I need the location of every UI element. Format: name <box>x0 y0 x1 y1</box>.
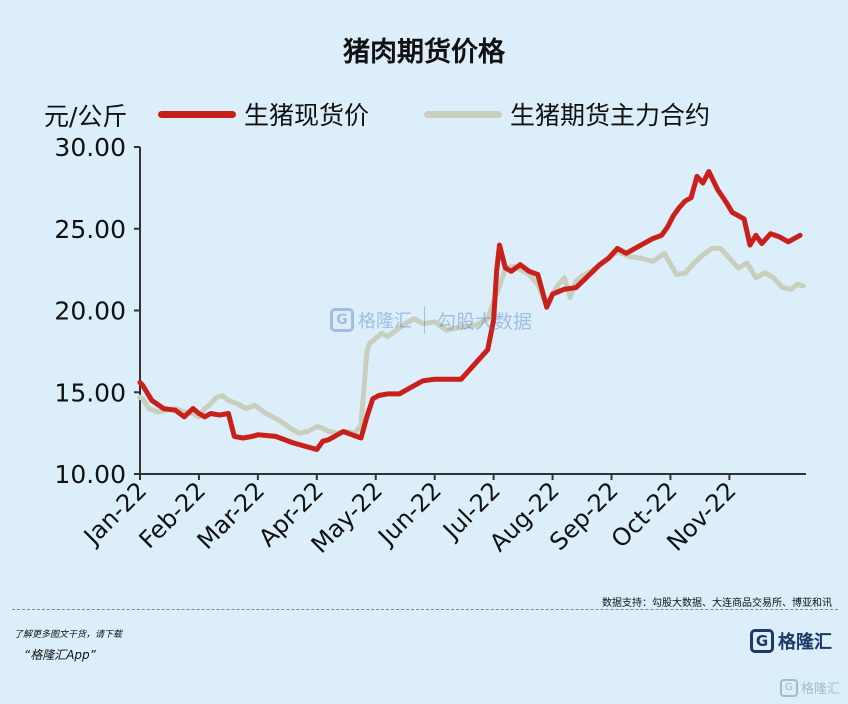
y-tick-labels: 30.00 25.00 20.00 15.00 10.00 <box>54 133 126 489</box>
legend-label-futures: 生猪期货主力合约 <box>510 101 711 130</box>
watermark-sub: 勾股大数据 <box>437 310 533 333</box>
series-line-spot <box>137 169 803 452</box>
watermark-divider <box>424 306 425 334</box>
y-tick-label: 20.00 <box>54 297 126 326</box>
line-chart: 30.00 25.00 20.00 15.00 10.00 Jan-22Feb-22Ma… <box>54 133 806 559</box>
corner-brand: 格隆汇 <box>800 682 840 697</box>
brand-logo: G 格隆汇 <box>750 628 832 654</box>
series-lines <box>137 169 806 452</box>
footer-divider <box>12 609 838 610</box>
x-tick-labels: Jan-22Feb-22Mar-22Apr-22May-22Jun-22Jul-… <box>77 476 741 558</box>
x-tick-label: Mar-22 <box>192 476 270 554</box>
legend-swatch-spot <box>158 110 236 118</box>
chart-title: 猪肉期货价格 <box>343 37 505 68</box>
promo-line-1: 了解更多图文干货，请下载 <box>14 630 123 640</box>
y-tick-label: 25.00 <box>54 215 126 244</box>
y-tick-label: 15.00 <box>54 378 126 407</box>
watermark-brand: 格隆汇 <box>358 311 412 332</box>
brand-g-icon: G <box>750 629 774 653</box>
series-line-futures <box>137 245 806 436</box>
x-tick-label: Jun-22 <box>371 476 446 551</box>
y-tick-label: 30.00 <box>54 133 126 162</box>
watermark: G 格隆汇 勾股大数据 <box>330 306 532 334</box>
data-source: 数据支持：勾股大数据、大连商品交易所、博亚和讯 <box>602 598 832 609</box>
y-tick-label: 10.00 <box>54 460 126 489</box>
brand-name: 格隆汇 <box>778 632 832 653</box>
promo-line-2: “格隆汇App” <box>24 648 96 662</box>
corner-logo-icon: G <box>779 678 798 697</box>
legend-swatch-futures <box>424 110 502 118</box>
chart-axes <box>134 146 806 480</box>
legend-item-spot: 生猪现货价 <box>158 96 369 132</box>
corner-watermark: G 格隆汇 <box>779 678 840 697</box>
legend-label-spot: 生猪现货价 <box>244 101 370 130</box>
y-axis-unit: 元/公斤 <box>44 102 128 131</box>
legend-item-futures: 生猪期货主力合约 <box>424 96 710 132</box>
watermark-logo-icon: G <box>330 308 354 332</box>
